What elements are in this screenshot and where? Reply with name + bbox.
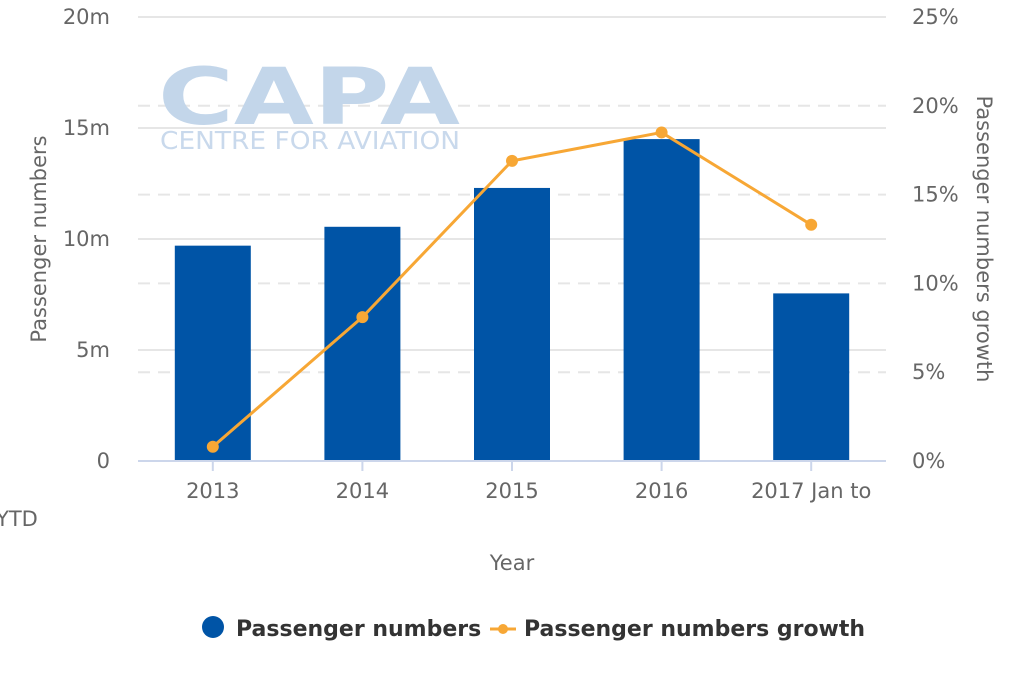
bar-2013[interactable]	[174, 245, 251, 461]
watermark-subtitle: CENTRE FOR AVIATION	[160, 126, 460, 155]
y2-tick-label: 10%	[912, 271, 959, 295]
y2-tick-label: 25%	[912, 5, 959, 29]
x-tick-label: 2014	[336, 479, 389, 503]
bar-2017-jan-to-ytd[interactable]	[773, 293, 850, 461]
x-axis	[138, 460, 886, 471]
x-axis-ticks: 2013 2014 2015 2016 2017 Jan to YTD	[0, 479, 871, 531]
y2-tick-label: 5%	[912, 360, 945, 384]
x-tick-label: 2013	[186, 479, 239, 503]
growth-point[interactable]	[206, 440, 219, 453]
y2-axis-title: Passenger numbers growth	[972, 96, 996, 383]
y2-tick-label: 20%	[912, 94, 959, 118]
growth-point[interactable]	[506, 154, 518, 167]
capa-watermark: CAPA CENTRE FOR AVIATION	[158, 53, 460, 155]
legend-bar-marker-icon	[202, 616, 224, 638]
y-tick-label: 0	[97, 449, 110, 473]
line-series	[206, 126, 818, 453]
y-tick-label: 10m	[63, 227, 110, 251]
bar-series	[174, 139, 850, 461]
legend: Passenger numbers Passenger numbers grow…	[202, 616, 865, 642]
x-tick-label-continued: YTD	[0, 507, 38, 531]
legend-label: Passenger numbers	[236, 617, 481, 642]
y-axis-title: Passenger numbers	[27, 135, 51, 342]
legend-item-passenger-numbers[interactable]: Passenger numbers	[202, 616, 481, 642]
legend-item-passenger-numbers-growth[interactable]: Passenger numbers growth	[490, 617, 865, 642]
x-tick-label: 2015	[485, 479, 538, 503]
bar-2015[interactable]	[474, 187, 550, 461]
growth-point[interactable]	[356, 311, 369, 324]
bar-2014[interactable]	[324, 226, 401, 461]
x-tick-label: 2017 Jan to	[751, 479, 871, 503]
y2-tick-label: 15%	[912, 183, 959, 207]
growth-point[interactable]	[805, 218, 818, 231]
y-axis-left-ticks: 0 5m 10m 15m 20m	[63, 5, 110, 473]
y-tick-label: 5m	[76, 338, 110, 362]
y-tick-label: 15m	[63, 116, 110, 140]
gridlines	[138, 16, 886, 374]
y2-tick-label: 0%	[912, 449, 945, 473]
growth-point[interactable]	[655, 126, 668, 139]
bar-2016[interactable]	[623, 139, 700, 461]
legend-label: Passenger numbers growth	[524, 617, 865, 642]
y-axis-right-ticks: 0% 5% 10% 15% 20% 25%	[912, 5, 959, 473]
legend-line-marker-icon	[498, 624, 508, 634]
watermark-name: CAPA	[158, 53, 460, 143]
y-tick-label: 20m	[63, 5, 110, 29]
x-axis-title: Year	[489, 551, 535, 575]
x-tick-label: 2016	[635, 479, 688, 503]
